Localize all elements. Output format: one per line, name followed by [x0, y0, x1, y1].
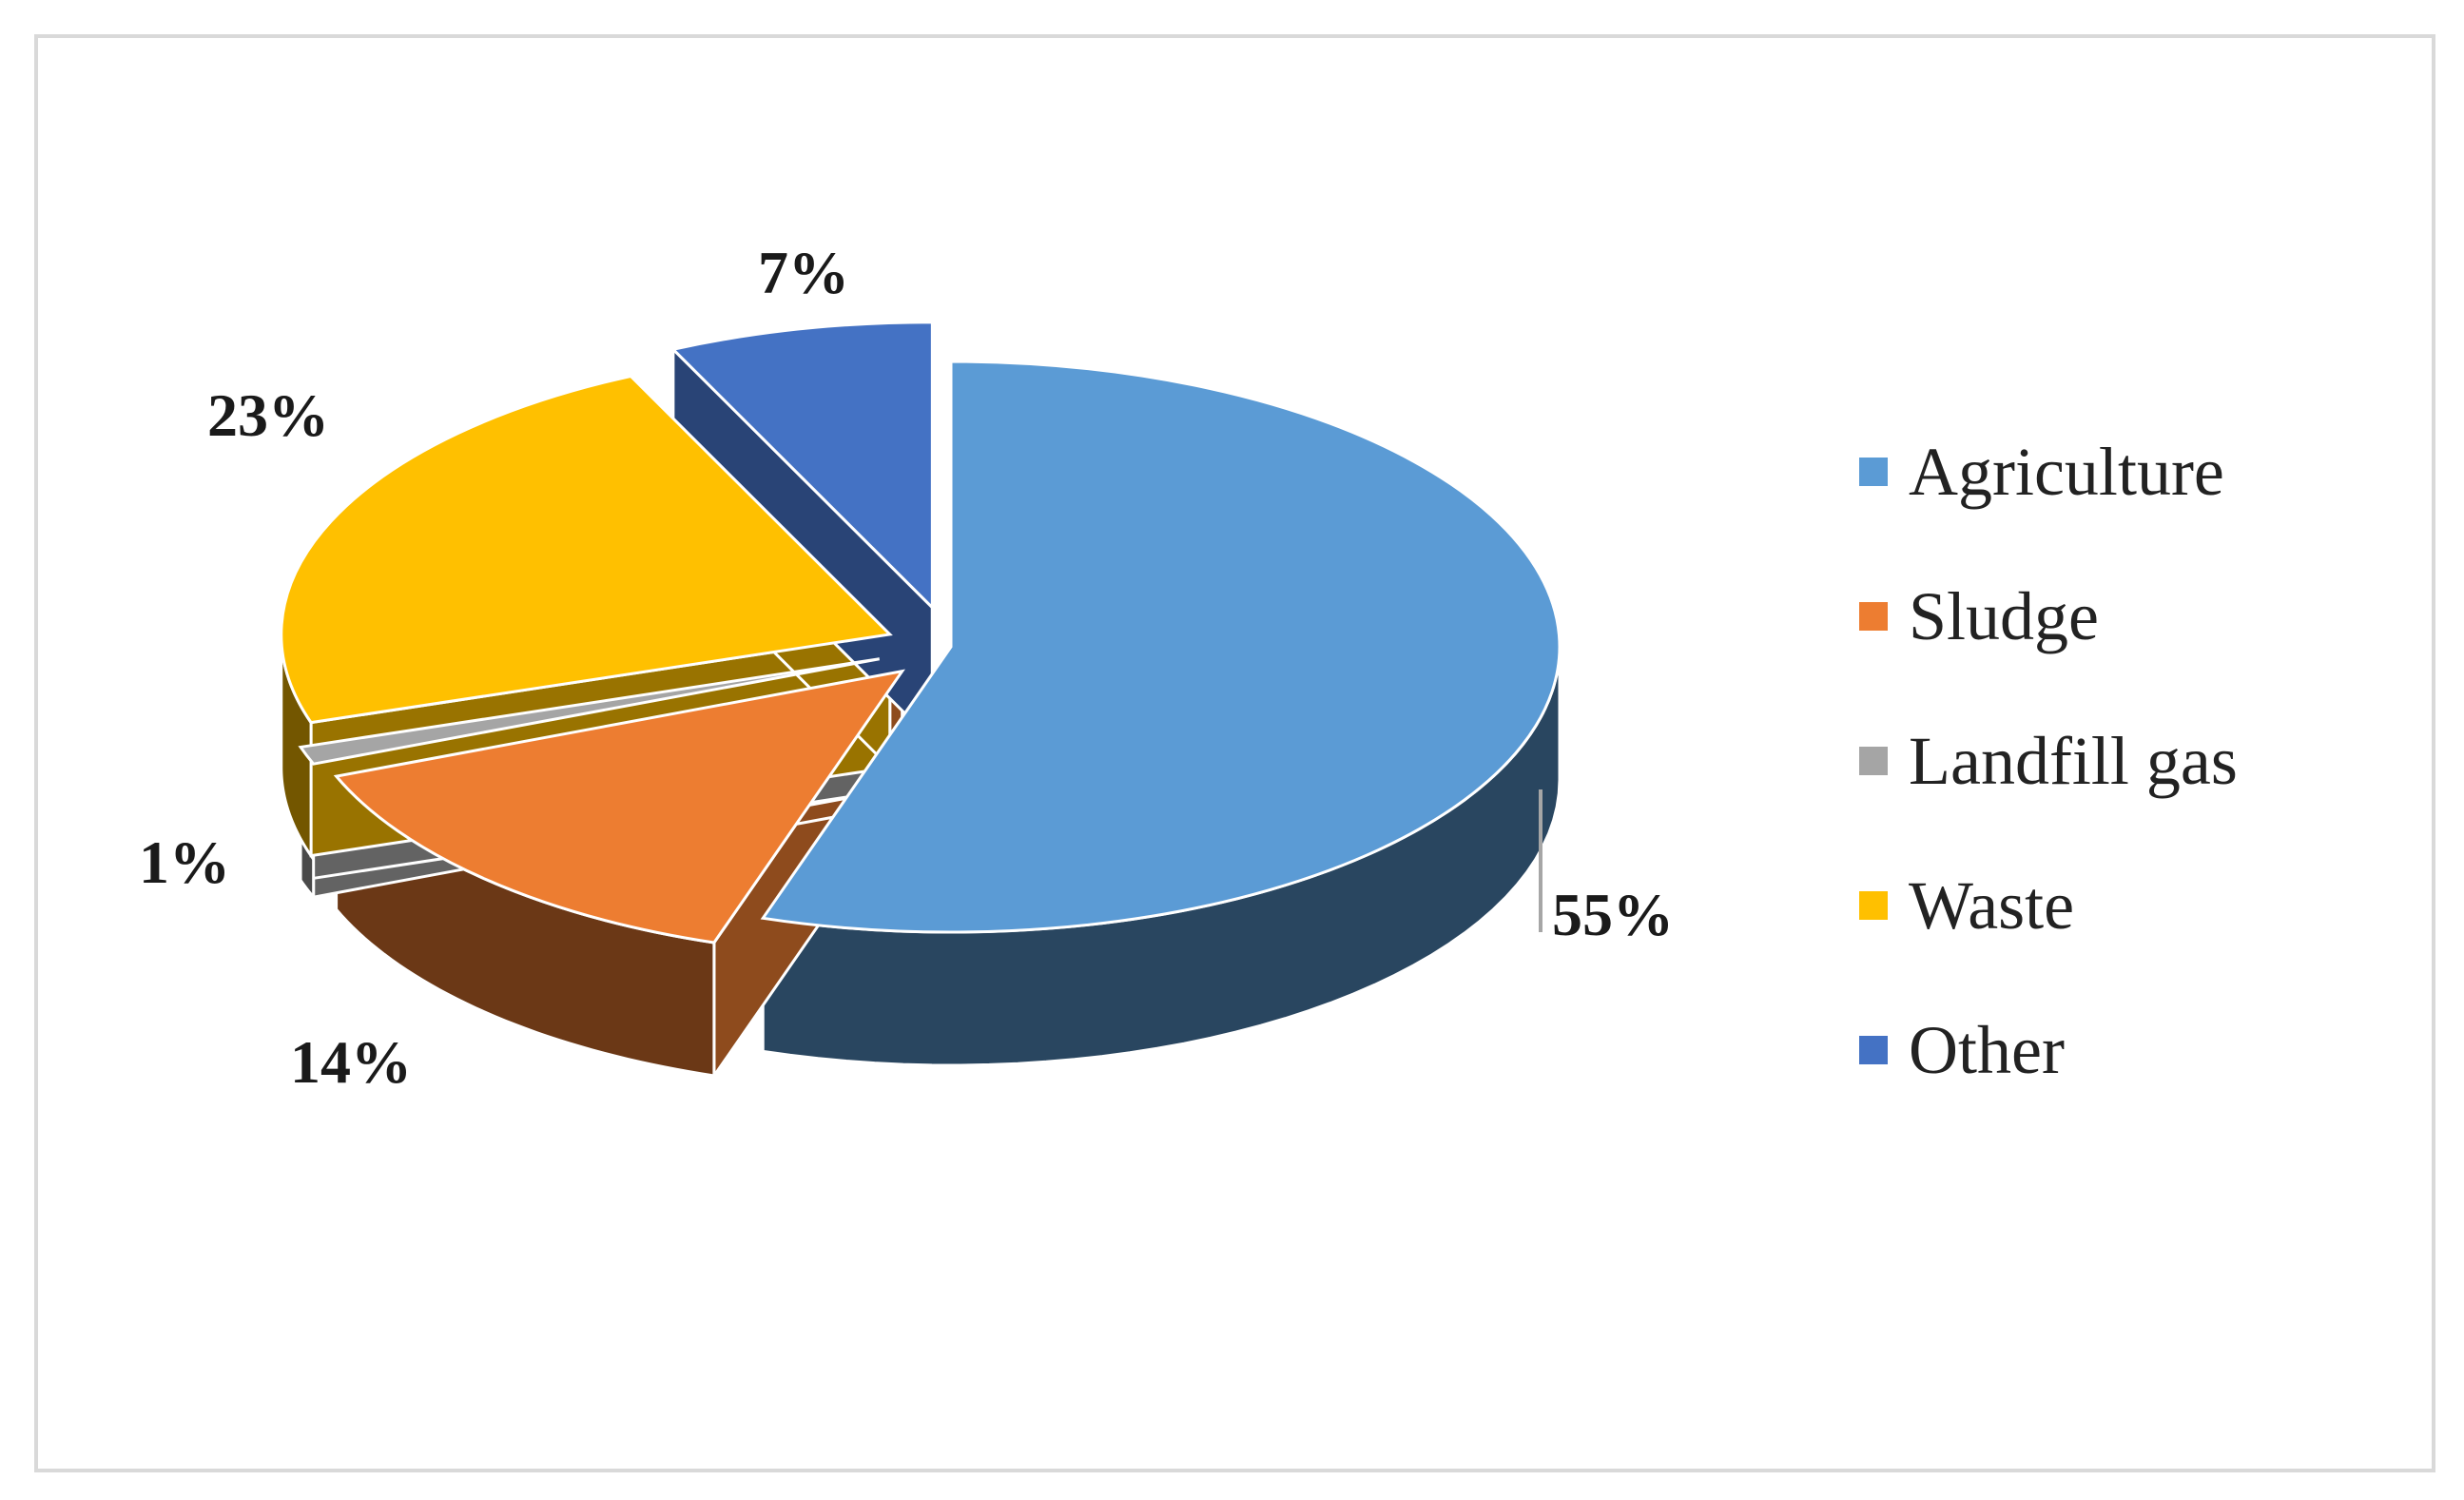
slice-landfill-gas: [298, 657, 881, 766]
legend-swatch-waste: [1859, 891, 1888, 920]
legend-item-sludge: Sludge: [1859, 544, 2238, 689]
legend: Agriculture Sludge Landfill gas Waste Ot…: [1859, 399, 2238, 1122]
data-label-landfill-gas: 1%: [139, 828, 230, 896]
slice-agriculture: [760, 360, 1562, 934]
legend-label-waste: Waste: [1909, 867, 2075, 944]
slice-sludge: [333, 669, 905, 945]
data-label-sludge: 14%: [290, 1028, 412, 1096]
legend-label-landfill-gas: Landfill gas: [1909, 722, 2238, 799]
legend-label-agriculture: Agriculture: [1909, 433, 2224, 510]
legend-item-agriculture: Agriculture: [1859, 399, 2238, 544]
legend-item-other: Other: [1859, 978, 2238, 1122]
data-label-other: 7%: [758, 239, 849, 306]
legend-item-waste: Waste: [1859, 833, 2238, 978]
legend-swatch-sludge: [1859, 602, 1888, 631]
slice-waste: [280, 374, 893, 725]
legend-swatch-agriculture: [1859, 458, 1888, 486]
pie-tops: [280, 321, 1562, 945]
legend-swatch-other: [1859, 1036, 1888, 1064]
legend-swatch-landfill-gas: [1859, 747, 1888, 775]
legend-label-other: Other: [1909, 1011, 2065, 1088]
slice-other: [669, 321, 934, 612]
legend-label-sludge: Sludge: [1909, 577, 2100, 654]
data-label-waste: 23%: [207, 381, 329, 449]
legend-item-landfill-gas: Landfill gas: [1859, 689, 2238, 833]
data-label-agriculture: 55%: [1552, 881, 1674, 948]
